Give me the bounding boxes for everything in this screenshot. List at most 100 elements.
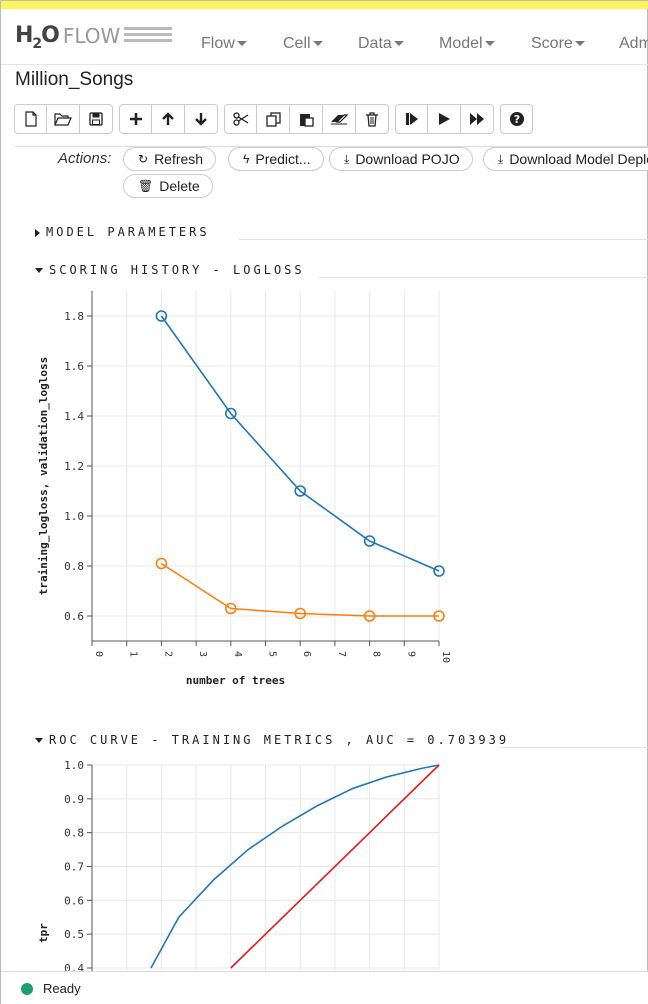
roc-series-line-1 <box>230 764 440 969</box>
download-icon: ⤓ <box>344 151 350 166</box>
paste-icon <box>299 113 314 127</box>
download-pojo-button[interactable]: ⤓ Download POJO <box>329 147 473 171</box>
arrow-down-icon <box>195 113 207 126</box>
chevron-down-icon <box>393 41 404 47</box>
menu-cell[interactable]: Cell <box>283 35 323 53</box>
y-tick-label: 0.8 <box>64 560 84 573</box>
x-tick-label: 7 <box>336 651 347 657</box>
top-accent-bar <box>1 1 648 9</box>
data-point <box>155 310 168 322</box>
copy-button[interactable] <box>257 104 290 134</box>
y-tick-label: 0.8 <box>64 827 84 840</box>
move-down-button[interactable] <box>185 104 218 134</box>
refresh-icon: ↻ <box>138 152 149 166</box>
download-icon: ⤓ <box>498 151 504 166</box>
y-tick-label: 0.6 <box>64 894 84 907</box>
open-button[interactable] <box>47 104 80 134</box>
x-tick-label: 8 <box>371 651 382 657</box>
y-tick-label: 0.5 <box>64 928 84 941</box>
menu-flow[interactable]: Flow <box>201 35 247 53</box>
fast-forward-icon <box>470 113 484 125</box>
trash-icon: 🗑 <box>138 179 154 193</box>
cell-divider <box>15 146 648 147</box>
x-tick-label: 1 <box>128 651 139 657</box>
x-tick-label: 4 <box>232 651 243 657</box>
bolt-icon: ϟ <box>243 152 250 166</box>
scoring-history-chart: 0 1 2 3 4 5 6 7 8 9 10 0.6 0.8 1.0 1.2 1.4 1.6 1.8 number … <box>37 291 451 687</box>
cut-button[interactable] <box>224 104 257 134</box>
x-tick-label: 9 <box>405 651 416 657</box>
run-all-button[interactable] <box>461 104 494 134</box>
menu-admin[interactable]: Adm <box>619 35 648 52</box>
data-point <box>155 557 168 570</box>
delete-cell-button[interactable] <box>356 104 389 134</box>
status-text: Ready <box>43 981 81 996</box>
status-indicator-icon <box>21 982 33 995</box>
download-model-deployment-button[interactable]: ⤓Download Model Deployment Package <box>483 147 648 171</box>
menu-score[interactable]: Score <box>531 35 585 53</box>
y-tick-label: 1.8 <box>64 310 84 323</box>
step-forward-icon <box>405 113 418 125</box>
x-tick-label: 0 <box>93 651 104 657</box>
new-file-button[interactable] <box>14 104 47 134</box>
open-folder-icon <box>54 113 72 126</box>
y-tick-label: 0.9 <box>64 793 84 806</box>
plus-icon <box>129 113 142 125</box>
logo-h2o: H2O <box>15 23 60 52</box>
x-tick-label: 6 <box>301 651 312 657</box>
section-scoring-history[interactable]: SCORING HISTORY - LOGLOSS <box>35 263 305 277</box>
section-rule <box>319 277 648 278</box>
predict-button[interactable]: ϟ Predict... <box>228 147 324 171</box>
play-icon <box>439 113 450 125</box>
data-point <box>225 602 237 615</box>
data-point <box>225 407 237 420</box>
clear-button[interactable] <box>323 104 356 134</box>
y-tick-label: 1.0 <box>64 759 84 772</box>
help-button[interactable]: ? <box>500 104 533 134</box>
notebook-title[interactable]: Million_Songs <box>15 69 134 90</box>
menu-data[interactable]: Data <box>358 35 404 53</box>
y-tick-label: 1.6 <box>64 360 84 373</box>
help-icon: ? <box>509 112 524 126</box>
paste-button[interactable] <box>290 104 323 134</box>
y-tick-label: 1.0 <box>64 510 84 523</box>
section-roc-curve[interactable]: ROC CURVE - TRAINING METRICS , AUC = 0.7… <box>35 733 509 747</box>
y-axis-label: tpr <box>37 923 50 943</box>
insert-cell-button[interactable] <box>119 104 152 134</box>
caret-right-icon <box>35 228 40 237</box>
svg-text:?: ? <box>513 113 519 126</box>
cell-toolbar: ? <box>14 104 539 134</box>
logo-lines-icon <box>124 27 173 45</box>
run-button[interactable] <box>428 104 461 134</box>
scissors-icon <box>232 112 248 126</box>
trash-icon <box>366 111 378 127</box>
y-tick-label: 0.4 <box>64 962 84 971</box>
menu-model[interactable]: Model <box>439 35 495 53</box>
arrow-up-icon <box>162 112 174 125</box>
series-line-0 <box>160 315 440 572</box>
data-point <box>433 565 445 577</box>
save-button[interactable] <box>80 104 113 134</box>
x-tick-label: 2 <box>162 651 173 657</box>
section-model-parameters[interactable]: MODEL PARAMETERS <box>35 225 210 239</box>
navbar: H2O FLOW Flow Cell Data Model Score Adm <box>1 9 648 65</box>
data-point <box>363 610 376 622</box>
y-axis-label: training_logloss, validation_logloss <box>37 357 50 595</box>
section-rule <box>239 239 648 240</box>
y-tick-label: 1.2 <box>64 460 84 473</box>
roc-series-line-0 <box>150 764 440 969</box>
data-point <box>433 610 445 622</box>
actions-label: Actions: <box>58 150 112 167</box>
y-tick-label: 0.7 <box>64 861 84 874</box>
delete-model-button[interactable]: 🗑 Delete <box>123 174 213 198</box>
logo-flow-text: FLOW <box>62 24 121 48</box>
y-tick-label: 0.6 <box>64 610 84 623</box>
caret-down-icon <box>35 738 43 743</box>
h2o-flow-logo[interactable]: H2O FLOW <box>15 23 173 52</box>
data-point <box>294 607 307 620</box>
move-up-button[interactable] <box>152 104 185 134</box>
run-step-button[interactable] <box>395 104 428 134</box>
chevron-down-icon <box>484 41 495 47</box>
refresh-button[interactable]: ↻ Refresh <box>123 147 217 171</box>
chevron-down-icon <box>574 41 585 47</box>
